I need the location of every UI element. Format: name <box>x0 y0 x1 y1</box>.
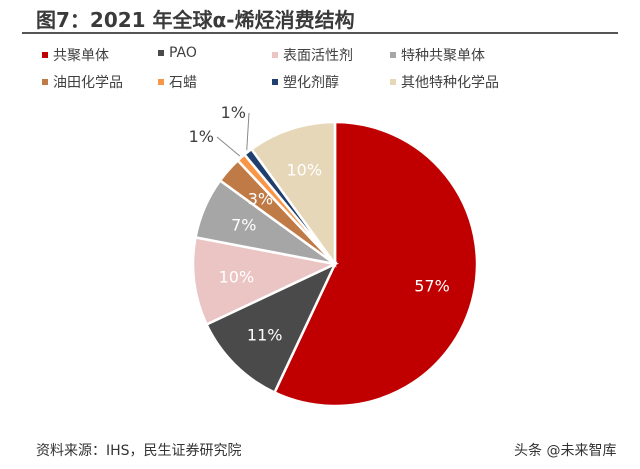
legend-item: 共聚单体 <box>42 45 109 65</box>
legend-swatch <box>390 79 396 85</box>
pie-slice <box>272 120 479 408</box>
legend-item: 表面活性剂 <box>272 45 353 65</box>
legend-item: 其他特种化学品 <box>390 72 499 92</box>
legend-item: 油田化学品 <box>42 72 123 92</box>
legend-label: 特种共聚单体 <box>401 48 485 64</box>
legend-swatch <box>158 50 164 56</box>
source-note: 资料来源：IHS，民生证券研究院 <box>36 443 242 459</box>
data-label: 1% <box>221 103 246 122</box>
legend-swatch <box>42 79 48 85</box>
legend-item: PAO <box>158 45 197 61</box>
legend-label: 表面活性剂 <box>283 48 353 64</box>
legend-label: 石蜡 <box>169 75 197 91</box>
data-label: 10% <box>219 267 255 286</box>
data-label: 57% <box>414 277 450 296</box>
legend-label: 其他特种化学品 <box>401 75 499 91</box>
legend-label: PAO <box>169 45 197 61</box>
leader-line <box>246 112 250 151</box>
watermark: 头条 @未来智库 <box>514 443 617 459</box>
legend-item: 石蜡 <box>158 72 197 92</box>
pie-slice <box>249 120 337 268</box>
legend-label: 共聚单体 <box>53 48 109 64</box>
leader-line <box>216 136 241 157</box>
legend-item: 塑化剂醇 <box>272 72 339 92</box>
data-label: 1% <box>189 127 214 146</box>
pie-slice <box>191 235 340 327</box>
title-divider <box>22 32 618 34</box>
legend-swatch <box>272 79 278 85</box>
legend-swatch <box>158 79 164 85</box>
legend-swatch <box>272 52 278 58</box>
data-label: 3% <box>248 189 273 208</box>
data-label: 7% <box>231 216 256 235</box>
legend-label: 塑化剂醇 <box>283 75 339 91</box>
chart-title: 图7：2021 年全球α-烯烃消费结构 <box>36 8 355 32</box>
data-label: 11% <box>247 325 283 344</box>
legend-label: 油田化学品 <box>53 75 123 91</box>
legend-swatch <box>390 52 396 58</box>
data-label: 10% <box>287 160 323 179</box>
pie-slice <box>204 261 338 395</box>
legend-item: 特种共聚单体 <box>390 45 485 65</box>
legend-swatch <box>42 52 48 58</box>
